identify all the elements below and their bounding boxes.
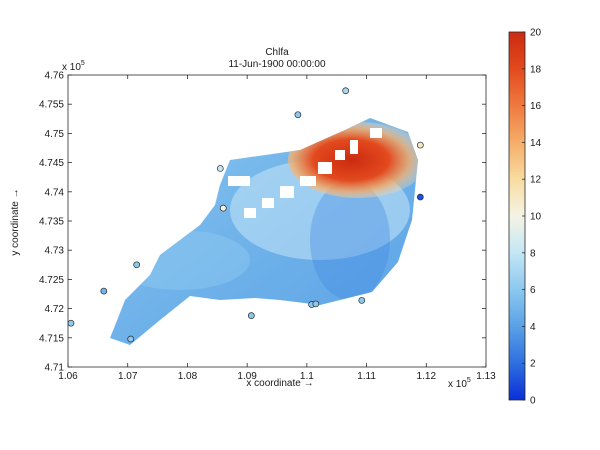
y-exponent-label: x 105	[62, 60, 85, 73]
x-tick-label: 1.09	[237, 371, 257, 382]
colorbar-tick-label: 12	[530, 175, 542, 186]
colorbar-tick-label: 20	[530, 28, 542, 39]
x-tick-label: 1.1	[300, 371, 314, 382]
station-marker	[416, 141, 424, 149]
x-axis-label: x coordinate →	[246, 378, 313, 389]
colorbar-tick-label: 0	[530, 396, 536, 407]
y-tick-label: 4.745	[39, 158, 64, 169]
station-marker	[67, 319, 75, 327]
station-marker	[294, 111, 302, 119]
colorbar-tick-label: 8	[530, 248, 536, 259]
x-tick-label: 1.06	[58, 371, 78, 382]
station-marker	[219, 204, 227, 212]
station-marker	[247, 312, 255, 319]
colorbar-tick-label: 18	[530, 64, 542, 75]
concentration-field	[110, 118, 418, 345]
y-tick-label: 4.735	[39, 217, 64, 228]
land-gaps	[228, 128, 382, 218]
y-axis-ticks: 4.71 4.715 4.72 4.725 4.73 4.735 4.74 4.745 4.75…	[39, 71, 486, 374]
x-axis-ticks: 1.06 1.07 1.08 1.09 1.1 1.11 1.12 1.13	[58, 75, 496, 382]
station-marker	[216, 165, 224, 172]
y-tick-label: 4.75	[45, 129, 65, 140]
y-tick-label: 4.72	[45, 304, 65, 315]
colorbar-tick-label: 4	[530, 322, 536, 333]
y-tick-label: 4.76	[45, 71, 65, 82]
x-tick-label: 1.12	[417, 371, 437, 382]
station-marker	[358, 297, 366, 304]
colorbar-tick-label: 10	[530, 212, 542, 223]
station-marker	[416, 193, 424, 201]
y-tick-label: 4.71	[45, 363, 65, 374]
y-tick-label: 4.715	[39, 333, 64, 344]
chart-title: Chlfa	[265, 47, 289, 58]
y-tick-label: 4.74	[45, 187, 65, 198]
field-deep-band	[310, 180, 390, 300]
station-marker	[100, 287, 108, 295]
y-tick-label: 4.755	[39, 100, 64, 111]
x-tick-label: 1.13	[476, 371, 496, 382]
y-tick-label: 4.73	[45, 246, 65, 257]
colorbar-tick-label: 2	[530, 359, 536, 370]
x-tick-label: 1.11	[357, 371, 376, 382]
y-axis-label: y coordinate →	[10, 188, 21, 255]
station-marker	[312, 300, 320, 308]
colorbar-tick-label: 16	[530, 101, 542, 112]
x-tick-label: 1.07	[118, 371, 138, 382]
field-west-band	[110, 230, 250, 290]
colorbar-tick-label: 6	[530, 285, 536, 296]
colorbar-ticks: 0 2 4 6 8 10 12 14 16 18 20	[522, 28, 542, 407]
chart-subtitle: 11-Jun-1900 00:00:00	[228, 59, 326, 70]
y-tick-label: 4.725	[39, 275, 64, 286]
bloom-region	[288, 122, 418, 198]
station-marker	[127, 335, 135, 343]
x-tick-label: 1.08	[178, 371, 198, 382]
station-marker	[342, 87, 350, 95]
observation-stations	[67, 87, 424, 343]
x-exponent-label: x 105	[448, 377, 471, 390]
station-marker	[133, 261, 141, 269]
colorbar-tick-label: 14	[530, 138, 542, 149]
